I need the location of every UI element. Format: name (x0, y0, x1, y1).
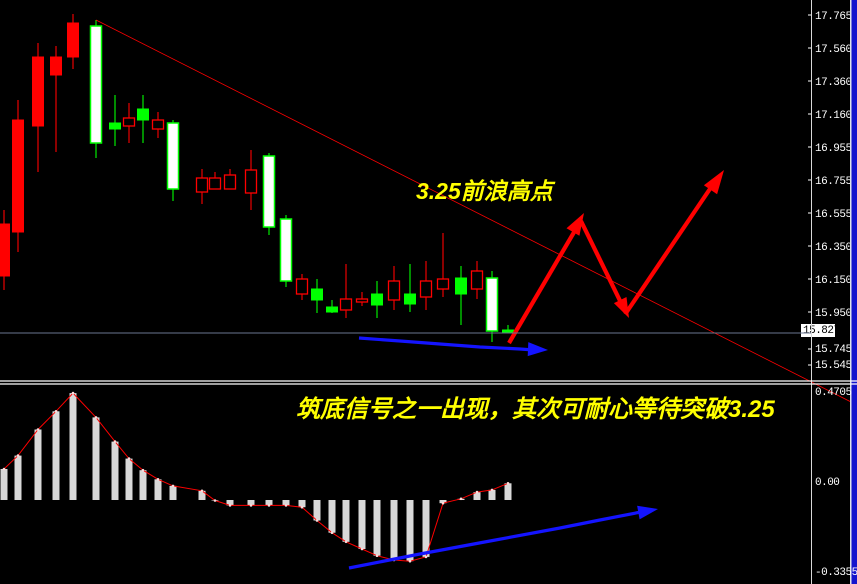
svg-text:16.955: 16.955 (815, 143, 852, 155)
svg-text:15.745: 15.745 (815, 344, 852, 356)
svg-text:17.560: 17.560 (815, 44, 852, 56)
svg-text:17.160: 17.160 (815, 110, 852, 122)
svg-text:16.350: 16.350 (815, 242, 852, 254)
svg-text:15.950: 15.950 (815, 308, 852, 320)
svg-text:16.555: 16.555 (815, 209, 852, 221)
svg-text:0.00: 0.00 (815, 477, 839, 489)
svg-text:16.150: 16.150 (815, 275, 852, 287)
svg-text:17.360: 17.360 (815, 77, 852, 89)
svg-text:筑底信号之一出现，其次可耐心等待突破3.25: 筑底信号之一出现，其次可耐心等待突破3.25 (296, 396, 775, 423)
svg-text:16.755: 16.755 (815, 176, 852, 188)
svg-text:17.765: 17.765 (815, 11, 852, 23)
svg-text:-0.3355: -0.3355 (815, 567, 857, 579)
svg-text:15.827: 15.827 (803, 325, 840, 337)
svg-text:15.545: 15.545 (815, 360, 852, 372)
svg-text:0.4705: 0.4705 (815, 387, 852, 399)
svg-text:3.25前浪高点: 3.25前浪高点 (416, 178, 556, 204)
